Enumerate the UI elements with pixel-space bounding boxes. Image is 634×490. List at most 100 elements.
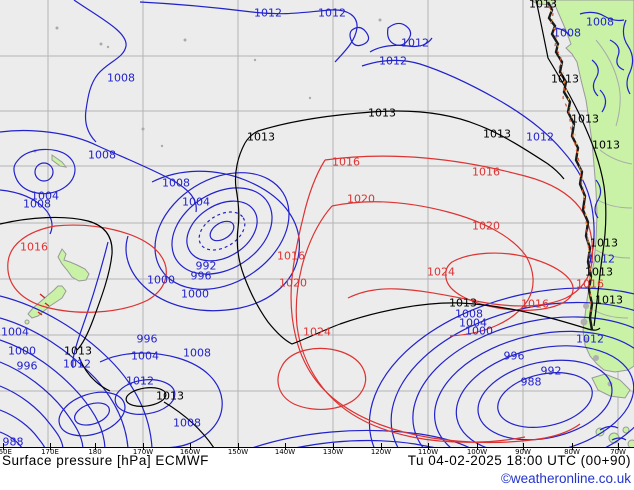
- pressure-label: 1012: [254, 6, 282, 20]
- axis-tick-mark: [238, 443, 239, 450]
- patagonia-ice-patches: [580, 303, 613, 387]
- pressure-label: 1013: [368, 106, 396, 120]
- longitude-axis-line: [0, 447, 634, 448]
- axis-tick-label: 170W: [132, 448, 154, 456]
- axis-tick-mark: [428, 443, 429, 450]
- pressure-label: 1016: [472, 165, 500, 179]
- landmasses: [24, 0, 634, 448]
- axis-tick-mark: [477, 443, 478, 450]
- pressure-label: 1013: [592, 138, 620, 152]
- pressure-label: 1013: [529, 0, 557, 11]
- pressure-label: 1013: [247, 130, 275, 144]
- axis-tick-label: 70W: [610, 448, 626, 456]
- island-speck: [627, 439, 634, 448]
- pressure-label: 1008: [586, 15, 614, 29]
- pressure-label: 996: [190, 269, 212, 283]
- pressure-label: 1013: [551, 72, 579, 86]
- axis-tick-label: 110W: [417, 448, 439, 456]
- pressure-label: 1013: [595, 293, 623, 307]
- pressure-label: 1000: [181, 287, 209, 301]
- isobars-blue: [0, 0, 634, 448]
- pressure-label: 1016: [20, 240, 48, 254]
- axis-tick-label: 160E: [0, 448, 12, 456]
- pressure-label: 1008: [162, 176, 190, 190]
- pressure-label: 1013: [64, 344, 92, 358]
- pressure-label: 1008: [173, 416, 201, 430]
- axis-tick-mark: [285, 443, 286, 450]
- isobar-chart-canvas: [0, 0, 634, 448]
- pressure-label: 1012: [126, 374, 154, 388]
- pressure-label: 1004: [31, 189, 59, 203]
- pressure-label: 1024: [303, 325, 331, 339]
- isobars-red: [7, 155, 594, 444]
- axis-tick-label: 120W: [370, 448, 392, 456]
- axis-tick-mark: [143, 443, 144, 450]
- surface-pressure-map: 1012 1012 1008 1012 1012 1008 1008 1008 1008 1004…: [0, 0, 634, 448]
- pressure-label: 1008: [183, 346, 211, 360]
- isobars-black: [0, 0, 607, 448]
- axis-tick-mark: [50, 443, 51, 450]
- pressure-label: 1016: [521, 297, 549, 311]
- pressure-label: 1013: [585, 265, 613, 279]
- andes-mountain-markings: [37, 1, 594, 331]
- pressure-label: 1004: [459, 316, 487, 330]
- pressure-label: 1020: [472, 219, 500, 233]
- weatheronline-credit-link[interactable]: ©weatheronline.co.uk: [500, 471, 631, 486]
- island-speck: [622, 426, 630, 434]
- axis-tick-mark: [523, 443, 524, 450]
- pressure-label: 1013: [590, 236, 618, 250]
- pressure-label: 1020: [279, 276, 307, 290]
- pressure-label: 1013: [571, 112, 599, 126]
- pressure-label: 1012: [63, 357, 91, 371]
- pressure-label: 1008: [455, 307, 483, 321]
- axis-tick-mark: [618, 443, 619, 450]
- pressure-label: 1020: [347, 192, 375, 206]
- nz-south-island: [27, 285, 67, 319]
- pressure-label: 1012: [576, 332, 604, 346]
- pressure-label: 996: [503, 349, 525, 363]
- axis-tick-mark: [3, 443, 4, 450]
- pressure-label: 988: [2, 435, 24, 448]
- axis-tick-label: 140W: [274, 448, 296, 456]
- axis-tick-mark: [381, 443, 382, 450]
- axis-tick-label: 150W: [227, 448, 249, 456]
- pressure-label: 1016: [332, 155, 360, 169]
- pressure-label: 1024: [427, 265, 455, 279]
- axis-tick-label: 160W: [179, 448, 201, 456]
- pressure-label: 1013: [156, 389, 184, 403]
- pressure-label: 992: [195, 259, 217, 273]
- axis-tick-label: 170E: [41, 448, 59, 456]
- pressure-label: 1012: [379, 54, 407, 68]
- pressure-label: 1000: [465, 324, 493, 338]
- pressure-label: 1008: [107, 71, 135, 85]
- pressure-label: 1008: [88, 148, 116, 162]
- axis-tick-mark: [572, 443, 573, 450]
- pressure-label: 1004: [131, 349, 159, 363]
- graticule-grid: [0, 0, 634, 448]
- small-pacific-islands: [33, 18, 382, 153]
- pressure-label: 1012: [401, 36, 429, 50]
- axis-tick-label: 90W: [515, 448, 531, 456]
- axis-tick-label: 100W: [466, 448, 488, 456]
- new-caledonia-island: [51, 154, 68, 168]
- pressure-label: 1012: [318, 6, 346, 20]
- pressure-label: 1013: [483, 127, 511, 141]
- south-america-landmass: [552, 0, 634, 373]
- pressure-label: 992: [540, 364, 562, 378]
- nz-north-island: [57, 248, 90, 282]
- pressure-label: 1000: [8, 344, 36, 358]
- pressure-label: 1004: [182, 195, 210, 209]
- pressure-label: 988: [520, 375, 542, 389]
- pressure-label: 1008: [23, 197, 51, 211]
- axis-tick-label: 180: [88, 448, 102, 456]
- axis-tick-mark: [190, 443, 191, 450]
- pressure-label: 1013: [449, 296, 477, 310]
- caption-parameter: Surface pressure [hPa] ECMWF: [2, 453, 209, 468]
- stewart-island: [24, 319, 30, 325]
- country-borders: [593, 39, 633, 319]
- pressure-label: 1016: [576, 277, 604, 291]
- axis-tick-label: 130W: [322, 448, 344, 456]
- axis-tick-mark: [95, 443, 96, 450]
- pressure-label: 1012: [526, 130, 554, 144]
